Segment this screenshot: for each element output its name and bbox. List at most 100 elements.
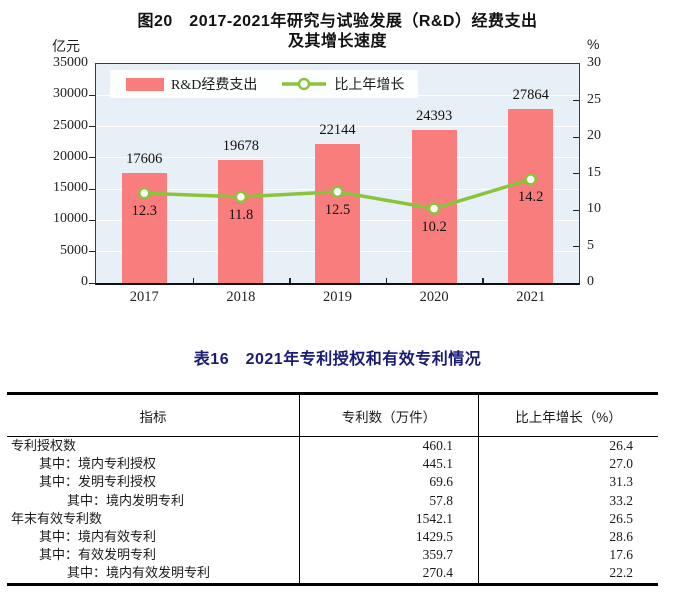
table-row: 年末有效专利数 1542.1 26.5 (7, 509, 658, 528)
legend-line-label: 比上年增长 (334, 78, 405, 93)
y2-axis-tick (573, 209, 579, 211)
growth-point (234, 190, 248, 204)
cell-indicator: 其中：境内有效专利 (7, 527, 300, 547)
legend-item-bar: R&D经费支出 (126, 74, 257, 94)
bar-legend-swatch (126, 77, 164, 91)
table-row: 其中：境内有效发明专利 270.4 22.2 (7, 564, 658, 583)
y2-axis-tick (573, 246, 579, 247)
cell-indicator: 其中：发明专利授权 (7, 473, 300, 492)
cell-growth: 17.6 (609, 547, 633, 563)
table-title: 表16 2021年专利授权和有效专利情况 (193, 351, 482, 368)
x-axis-label: 2021 (516, 289, 546, 305)
y2-axis-tick-label: 15 (587, 164, 601, 180)
cell-growth: 27.0 (609, 456, 633, 472)
table-row: 专利授权数 460.1 26.4 (7, 437, 658, 456)
cell-indicator: 年末有效专利数 (7, 509, 300, 528)
cell-indicator: 其中：境内有效发明专利 (7, 564, 300, 583)
x-axis-tick (289, 278, 291, 283)
cell-growth: 22.2 (609, 565, 633, 581)
table-row: 其中：境内有效专利 1429.5 28.6 (7, 527, 658, 547)
header-cell-indicator: 指标 (7, 395, 300, 436)
y2-axis-tick-label: 30 (587, 55, 601, 70)
x-axis-label: 2018 (226, 289, 256, 305)
cell-growth: 33.2 (609, 492, 633, 508)
y-axis-tick-label: 35000 (53, 55, 88, 70)
y2-axis-tick-label: 5 (587, 237, 594, 253)
y2-axis-tick (573, 100, 579, 101)
chart-title-line2: 及其增长速度 (287, 33, 387, 50)
x-axis-label: 2020 (419, 289, 449, 305)
cell-growth: 26.5 (609, 510, 633, 526)
table-row: 其中：发明专利授权 69.6 31.3 (7, 473, 658, 492)
growth-point (331, 185, 344, 198)
y-axis-tick (89, 251, 95, 253)
cell-growth: 26.4 (609, 438, 633, 453)
x-axis-tick (192, 278, 195, 283)
bar (315, 144, 360, 283)
x-axis-label: 2019 (323, 289, 352, 305)
growth-line (138, 173, 537, 215)
cell-patent-count: 359.7 (300, 546, 479, 565)
table-row: 其中：境内发明专利 57.8 33.2 (7, 491, 658, 510)
growth-value-label: 10.2 (421, 218, 447, 235)
legend-item-line: 比上年增长 (281, 74, 404, 94)
y-axis-tick-label: 5000 (60, 242, 88, 258)
bar (218, 159, 264, 283)
bar-value-label: 22144 (319, 122, 356, 139)
header-cell-patent-count: 专利数（万件） (300, 395, 479, 436)
left-axis-unit-label: 亿元 (52, 38, 80, 54)
y2-axis-tick (573, 173, 579, 174)
plot-area: R&D经费支出 比上年增长 17606 19678 22144 24393 27864 1… (95, 63, 580, 285)
growth-point (524, 173, 537, 186)
line-legend-swatch (282, 77, 327, 91)
y-axis-tick-label: 25000 (53, 117, 88, 133)
cell-indicator: 其中：境内发明专利 (7, 491, 300, 510)
y-axis-tick (89, 282, 95, 284)
growth-value-label: 12.5 (324, 201, 351, 218)
cell-indicator: 其中：有效发明专利 (7, 546, 300, 565)
chart-legend: R&D经费支出 比上年增长 (110, 70, 418, 98)
y-axis-tick-label: 15000 (53, 180, 88, 196)
y-axis-tick-label: 20000 (53, 148, 88, 164)
cell-indicator: 其中：境内专利授权 (7, 455, 300, 474)
cell-patent-count: 460.1 (300, 437, 479, 456)
y-axis-tick (89, 157, 95, 159)
table-row: 其中：境内专利授权 445.1 27.0 (7, 455, 658, 474)
y-axis-tick (89, 188, 95, 190)
table-row: 其中：有效发明专利 359.7 17.6 (7, 546, 658, 565)
y-axis-tick-label: 10000 (53, 211, 88, 227)
bar-value-label: 17606 (126, 150, 163, 167)
x-axis-tick (482, 278, 484, 283)
right-axis-unit-label: % (587, 36, 600, 52)
y2-axis-tick-label: 10 (587, 201, 601, 216)
y2-axis-tick-label: 20 (587, 128, 601, 143)
cell-patent-count: 1429.5 (300, 527, 479, 547)
bar-value-label: 19678 (222, 137, 260, 154)
cell-patent-count: 1542.1 (300, 509, 479, 528)
cell-growth: 31.3 (609, 474, 633, 490)
y2-axis-tick (573, 136, 579, 138)
x-axis-label: 2017 (129, 289, 159, 305)
table-header-row: 指标 专利数（万件） 比上年增长（%） (7, 395, 658, 437)
cell-patent-count: 270.4 (300, 564, 479, 583)
growth-value-label: 14.2 (518, 189, 544, 206)
x-axis-tick (385, 278, 388, 283)
legend-bar-label: R&D经费支出 (171, 78, 258, 93)
table-body: 专利授权数 460.1 26.4 其中：境内专利授权 445.1 27.0 其中：发明专利授… (7, 437, 658, 583)
header-cell-growth: 比上年增长（%） (515, 409, 622, 425)
rd-expenditure-chart: 图20 2017-2021年研究与试验发展（R&D）经费支出 及其增长速度 亿元… (52, 13, 601, 305)
patent-table: 指标 专利数（万件） 比上年增长（%） 专利授权数 460.1 26.4 其中：境内专… (7, 392, 658, 586)
growth-point (427, 202, 441, 215)
growth-value-label: 11.8 (228, 206, 254, 223)
y-axis-tick (89, 94, 95, 96)
cell-indicator: 专利授权数 (7, 437, 300, 456)
y2-axis-tick-label: 0 (587, 274, 594, 289)
cell-patent-count: 57.8 (300, 491, 479, 510)
growth-point (138, 186, 151, 200)
cell-patent-count: 69.6 (300, 473, 479, 492)
cell-growth: 28.6 (609, 528, 633, 544)
y-axis-tick (89, 219, 95, 221)
cell-patent-count: 445.1 (300, 455, 479, 474)
bar-value-label: 24393 (415, 108, 453, 125)
